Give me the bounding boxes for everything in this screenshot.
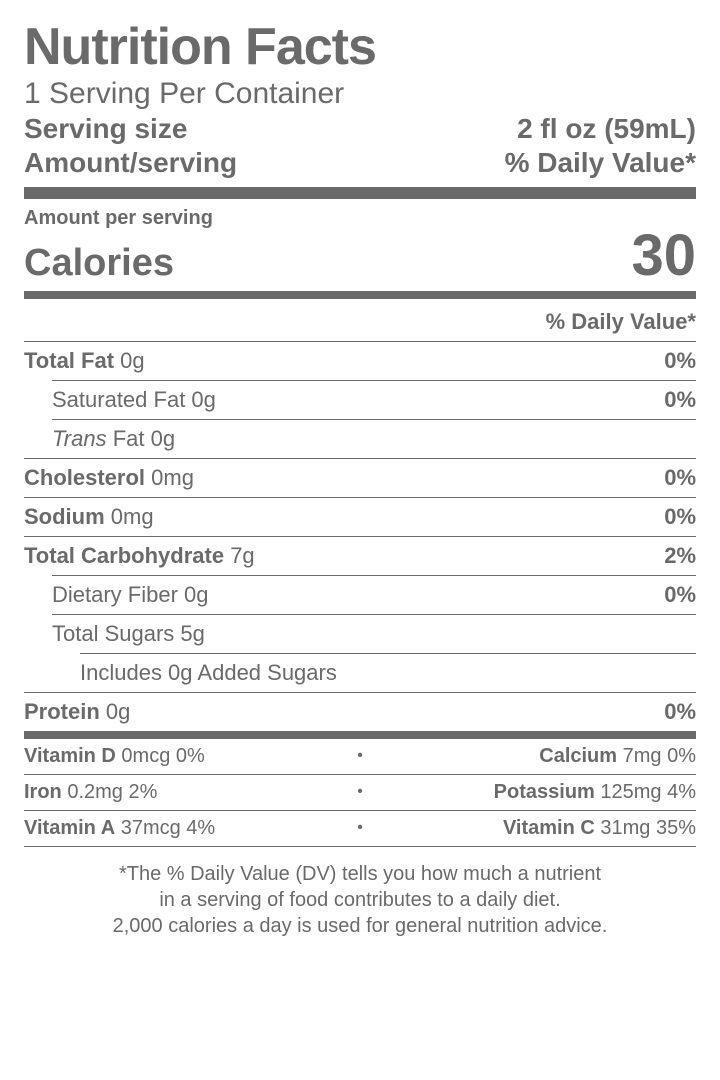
amount-per-serving: Amount per serving — [24, 207, 696, 230]
amount-serving-row: Amount/serving % Daily Value* — [24, 147, 696, 179]
cholesterol-row: Cholesterol 0mg 0% — [24, 459, 696, 491]
carb-label: Total Carbohydrate — [24, 543, 224, 568]
cholesterol-amt: 0mg — [151, 465, 194, 490]
fiber-label: Dietary Fiber 0g — [52, 582, 209, 608]
dv-header: % Daily Value* — [24, 309, 696, 335]
sodium-amt: 0mg — [111, 504, 154, 529]
carb-amt: 7g — [230, 543, 254, 568]
satfat-row: Saturated Fat 0g 0% — [52, 381, 696, 413]
satfat-label: Saturated Fat 0g — [52, 387, 216, 413]
added-sugars-row: Includes 0g Added Sugars — [80, 654, 696, 686]
divider-med — [24, 731, 696, 739]
satfat-dv: 0% — [664, 387, 696, 413]
calories-label: Calories — [24, 242, 174, 285]
amount-serving-label: Amount/serving — [24, 147, 237, 179]
total-fat-label: Total Fat — [24, 348, 114, 373]
servings-per-container: 1 Serving Per Container — [24, 77, 696, 111]
carb-row: Total Carbohydrate 7g 2% — [24, 537, 696, 569]
carb-dv: 2% — [664, 543, 696, 569]
trans-rest: Fat 0g — [107, 426, 175, 451]
fiber-dv: 0% — [664, 582, 696, 608]
total-fat-row: Total Fat 0g 0% — [24, 342, 696, 374]
sugars-label: Total Sugars 5g — [52, 621, 205, 647]
serving-size-value: 2 fl oz (59mL) — [517, 113, 696, 145]
sugars-row: Total Sugars 5g — [52, 615, 696, 647]
divider-thin — [24, 846, 696, 847]
footnote-line1: *The % Daily Value (DV) tells you how mu… — [24, 861, 696, 887]
protein-row: Protein 0g 0% — [24, 693, 696, 725]
protein-amt: 0g — [106, 699, 130, 724]
total-fat-dv: 0% — [664, 348, 696, 374]
sodium-dv: 0% — [664, 504, 696, 530]
transfat-row: Trans Fat 0g — [52, 420, 696, 452]
nutrition-title: Nutrition Facts — [24, 20, 696, 75]
divider-thick — [24, 187, 696, 199]
protein-label: Protein — [24, 699, 100, 724]
vitamin-row: Vitamin A 37mcg 4%•Vitamin C 31mg 35% — [24, 811, 696, 840]
divider-med — [24, 291, 696, 299]
footnote-line2: in a serving of food contributes to a da… — [24, 887, 696, 913]
cholesterol-label: Cholesterol — [24, 465, 145, 490]
fiber-row: Dietary Fiber 0g 0% — [52, 576, 696, 608]
vitamin-row: Vitamin D 0mcg 0%•Calcium 7mg 0% — [24, 739, 696, 768]
footnote: *The % Daily Value (DV) tells you how mu… — [24, 861, 696, 939]
vitamin-row: Iron 0.2mg 2%•Potassium 125mg 4% — [24, 775, 696, 804]
daily-value-header: % Daily Value* — [505, 147, 696, 179]
added-sugars-label: Includes 0g Added Sugars — [80, 660, 337, 686]
total-fat-amt: 0g — [120, 348, 144, 373]
footnote-line3: 2,000 calories a day is used for general… — [24, 913, 696, 939]
sodium-row: Sodium 0mg 0% — [24, 498, 696, 530]
protein-dv: 0% — [664, 699, 696, 725]
sodium-label: Sodium — [24, 504, 105, 529]
trans-prefix: Trans — [52, 426, 107, 451]
serving-size-row: Serving size 2 fl oz (59mL) — [24, 113, 696, 145]
cholesterol-dv: 0% — [664, 465, 696, 491]
serving-size-label: Serving size — [24, 113, 187, 145]
calories-value: 30 — [631, 230, 696, 282]
calories-row: Calories 30 — [24, 230, 696, 285]
